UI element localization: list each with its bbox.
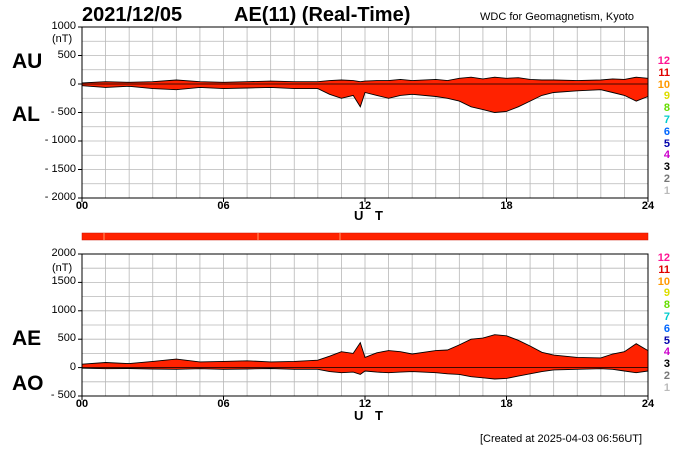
created-timestamp: [Created at 2025-04-03 06:56UT]: [480, 433, 643, 445]
chart-date: 2021/12/05: [82, 4, 183, 26]
ao-label: AO: [12, 372, 44, 395]
bottom-station-legend-9: 9: [663, 287, 670, 300]
top-x-tick-label: 00: [75, 200, 89, 212]
bottom-y-tick-label: 500: [57, 332, 76, 345]
bottom-station-legend-6: 6: [663, 322, 670, 335]
bottom-x-tick-label: 18: [500, 398, 513, 410]
top-station-legend-10: 10: [657, 78, 670, 91]
top-x-tick-label: 12: [358, 200, 372, 212]
al-label: AL: [12, 103, 40, 126]
station-status-bar: [81, 232, 649, 241]
top-au-line: [81, 76, 649, 84]
bottom-x-axis-label: U T: [354, 408, 387, 423]
bottom-station-legend-4: 4: [663, 346, 670, 359]
bottom-y-tick-label: - 500: [50, 389, 76, 401]
bottom-station-legend-2: 2: [663, 370, 670, 382]
top-station-legend-7: 7: [663, 114, 670, 126]
top-y-tick-label: - 500: [50, 105, 76, 118]
bottom-y-tick-label: 1500: [51, 275, 76, 288]
bottom-station-legend-8: 8: [663, 299, 670, 312]
top-station-legend-1: 1: [663, 184, 670, 197]
top-fill-area: [82, 77, 648, 113]
top-y-tick-label: - 2000: [44, 191, 76, 203]
top-station-legend-9: 9: [663, 90, 670, 103]
top-station-legend-12: 12: [657, 55, 670, 67]
top-al-line: [81, 85, 649, 113]
top-station-legend-6: 6: [663, 125, 670, 138]
chart-title: AE(11) (Real-Time): [234, 4, 411, 26]
bottom-station-legend-5: 5: [663, 334, 670, 347]
top-x-tick-label: 06: [217, 200, 230, 212]
bottom-station-legend-11: 11: [658, 263, 670, 276]
top-station-legend-4: 4: [663, 149, 670, 162]
bottom-unit-label: (nT): [52, 262, 73, 274]
top-x-tick-label: 18: [500, 200, 513, 212]
bottom-y-tick-label: 0: [69, 360, 76, 373]
top-station-legend-2: 2: [663, 173, 670, 185]
top-y-tick-label: - 1500: [44, 162, 76, 175]
top-y-tick-label: 1000: [51, 20, 76, 32]
bottom-y-tick-label: 2000: [51, 247, 76, 259]
bottom-x-tick-label: 06: [217, 398, 230, 410]
top-station-legend-3: 3: [663, 161, 670, 174]
bottom-x-tick-label: 00: [75, 398, 89, 410]
bottom-station-legend-1: 1: [663, 381, 670, 394]
top-y-tick-label: 0: [69, 77, 76, 89]
top-unit-label: (nT): [52, 33, 73, 45]
bottom-station-legend-10: 10: [657, 275, 670, 288]
top-station-legend-11: 11: [658, 66, 670, 79]
bottom-x-tick-label: 24: [641, 398, 655, 410]
top-station-legend-5: 5: [663, 137, 670, 150]
top-x-axis-label: U T: [354, 208, 387, 223]
bottom-ae-line: [81, 334, 649, 365]
top-station-legend-8: 8: [663, 102, 670, 115]
au-label: AU: [12, 50, 43, 73]
bottom-y-tick-label: 1000: [51, 303, 76, 316]
bottom-x-tick-label: 12: [358, 398, 372, 410]
ae-label: AE: [12, 327, 42, 350]
top-y-tick-label: - 1000: [44, 134, 76, 146]
top-y-tick-label: 500: [57, 48, 76, 61]
bottom-station-legend-3: 3: [663, 358, 670, 371]
top-x-tick-label: 24: [641, 200, 655, 212]
bottom-ao-line: [81, 367, 649, 380]
bottom-station-legend-12: 12: [657, 252, 670, 264]
organization-label: WDC for Geomagnetism, Kyoto: [480, 11, 635, 23]
bottom-station-legend-7: 7: [663, 311, 670, 323]
